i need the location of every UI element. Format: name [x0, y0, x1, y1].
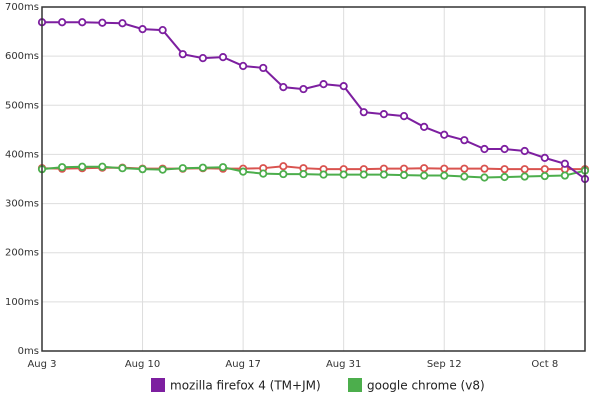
legend-label: google chrome (v8) [367, 379, 485, 393]
point [339, 82, 348, 91]
series-line [41, 165, 586, 179]
point [540, 165, 549, 174]
point [58, 163, 67, 172]
point [399, 111, 409, 121]
point [520, 165, 529, 174]
point [319, 80, 328, 89]
y-tick-label: 500ms [5, 100, 39, 111]
point [279, 83, 288, 92]
point [158, 25, 167, 35]
y-tick-label: 100ms [5, 297, 39, 308]
point [379, 110, 388, 119]
point [540, 171, 549, 181]
point [138, 165, 147, 174]
legend-swatch [348, 378, 362, 392]
x-tick-label: Aug 3 [27, 359, 56, 370]
point [299, 84, 308, 94]
point [420, 171, 429, 180]
point [480, 164, 489, 173]
point [198, 163, 207, 172]
point [299, 169, 308, 179]
x-tick-label: Aug 17 [225, 359, 260, 370]
point [560, 159, 569, 168]
legend: mozilla firefox 4 (TM+JM) google chrome (… [151, 378, 485, 393]
point [58, 18, 67, 27]
point [520, 146, 529, 156]
point [279, 162, 288, 171]
y-tick-label: 300ms [5, 199, 39, 210]
point [78, 162, 87, 171]
point [420, 122, 429, 132]
point [98, 18, 107, 27]
legend-label: mozilla firefox 4 (TM+JM) [170, 379, 321, 393]
point [239, 167, 248, 176]
x-tick-label: Aug 31 [326, 359, 361, 370]
point [198, 54, 207, 63]
point [259, 63, 268, 73]
point [118, 164, 127, 173]
point [560, 171, 569, 180]
point [399, 164, 409, 173]
point [279, 169, 288, 179]
point [178, 50, 187, 59]
legend-swatch [151, 378, 165, 392]
point [399, 170, 409, 180]
point [420, 164, 429, 173]
point [460, 136, 469, 145]
point [440, 164, 449, 173]
point [239, 61, 248, 71]
y-tick-label: 200ms [5, 248, 39, 259]
point [460, 172, 469, 181]
point [460, 164, 469, 173]
point [440, 130, 449, 139]
point [339, 170, 348, 179]
point [319, 170, 328, 179]
point [359, 170, 368, 179]
plot-border [41, 6, 586, 352]
grid: 0ms 100ms 200ms 300ms 400ms 500ms 600ms 700ms Au… [5, 2, 585, 370]
y-tick-label: 0ms [18, 346, 39, 357]
point [118, 19, 127, 28]
point [480, 173, 489, 182]
point [218, 163, 228, 172]
point [500, 172, 509, 182]
x-tick-label: Aug 10 [125, 359, 160, 370]
series-line [42, 21, 586, 180]
point [540, 153, 549, 162]
point [520, 172, 529, 181]
point [178, 164, 187, 173]
point [259, 169, 268, 178]
point [480, 144, 489, 154]
y-tick-label: 400ms [5, 149, 39, 160]
point [98, 162, 107, 171]
point [158, 165, 167, 174]
plot [37, 18, 590, 184]
x-tick-label: Oct 8 [531, 359, 558, 370]
point [379, 170, 388, 179]
y-tick-label: 600ms [5, 51, 39, 62]
point [138, 25, 147, 34]
point [500, 165, 509, 174]
x-tick-label: Sep 12 [427, 359, 462, 370]
point [359, 108, 368, 117]
point [440, 171, 449, 180]
y-tick-label: 700ms [5, 2, 39, 13]
point [218, 53, 228, 62]
point [500, 144, 509, 154]
point [78, 18, 87, 27]
